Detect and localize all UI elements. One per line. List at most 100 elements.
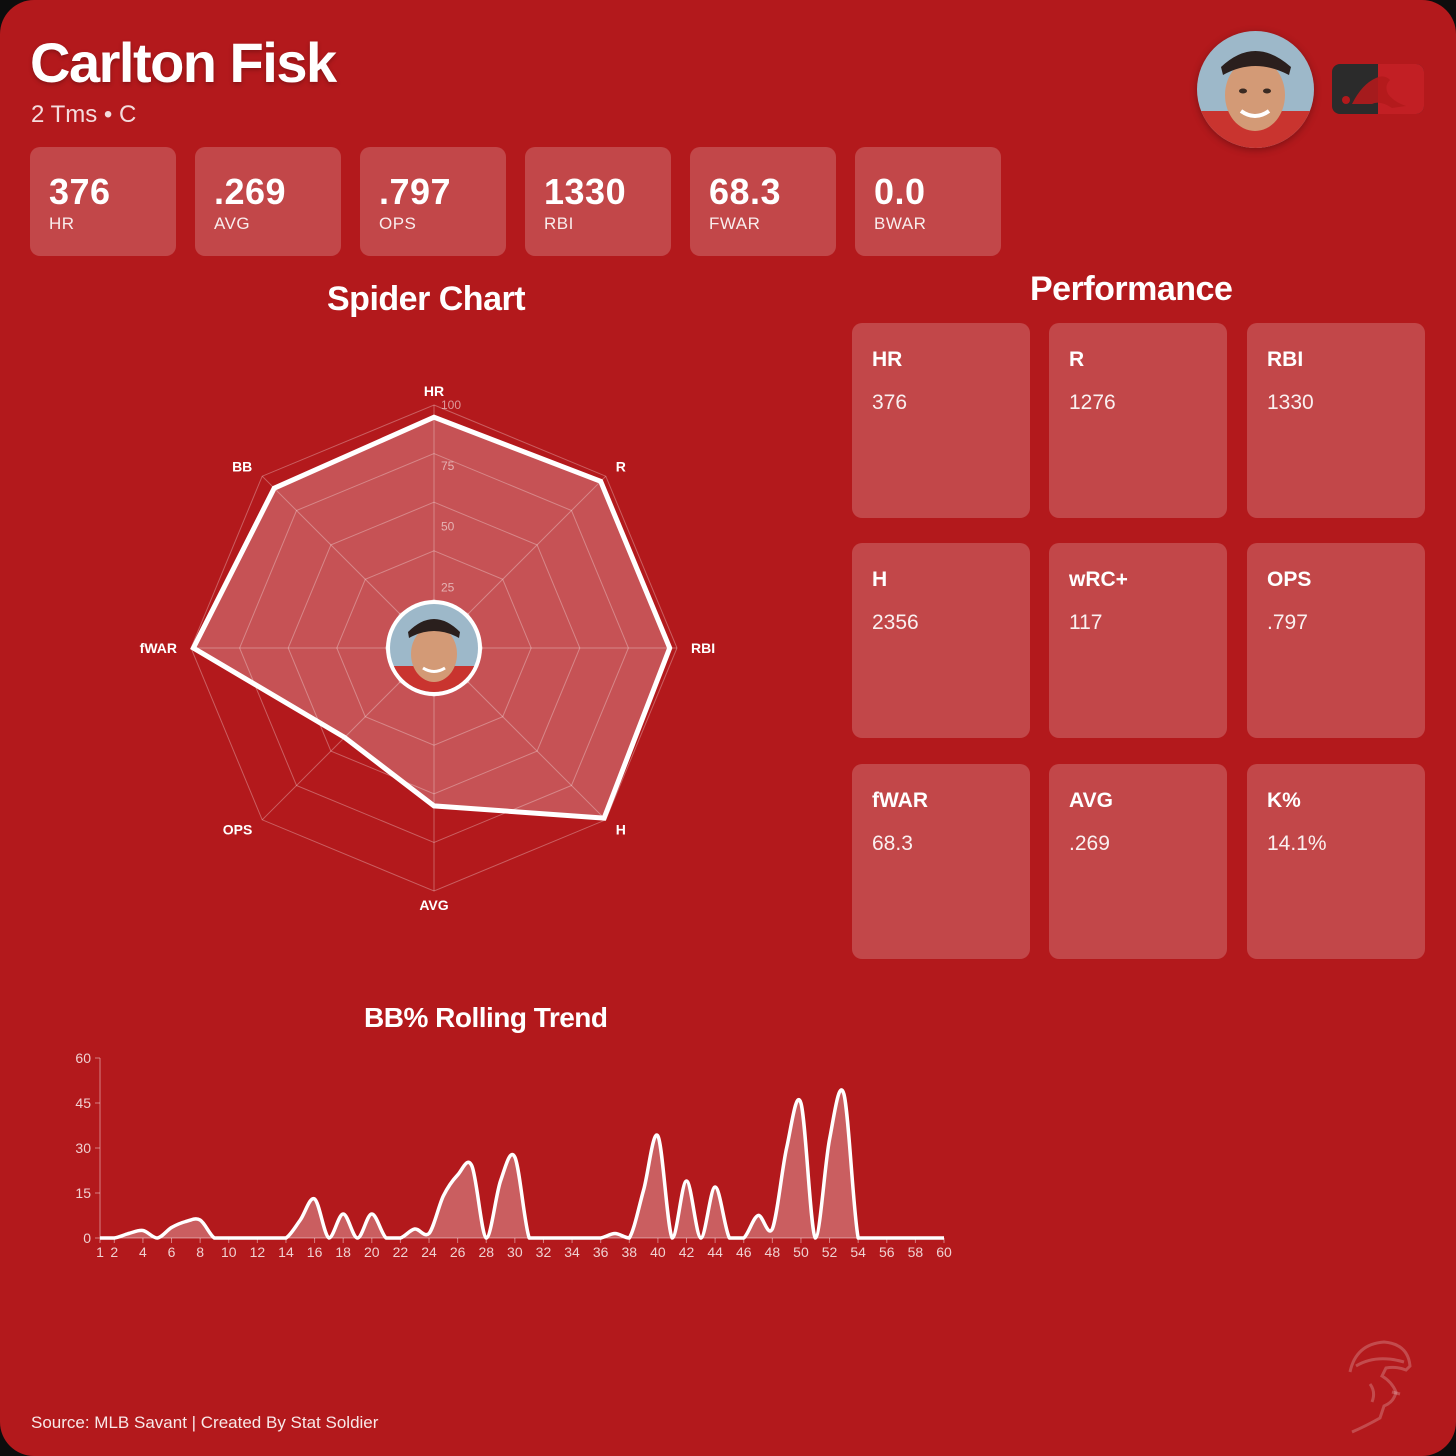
trend-x-tick-label: 14 [278, 1244, 294, 1260]
radar-axis-label: H [616, 822, 626, 838]
trend-y-tick-label: 30 [75, 1140, 91, 1156]
radar-tick-label: 100 [441, 398, 461, 412]
player-name: Carlton Fisk [30, 31, 337, 94]
perf-box-ops: OPS .797 [1247, 543, 1425, 738]
radar-tick-label: 25 [441, 580, 455, 594]
perf-label: OPS [1267, 568, 1312, 591]
trend-x-tick-label: 8 [196, 1244, 204, 1260]
radar-axis-label: fWAR [140, 640, 177, 656]
perf-box-avg: AVG .269 [1049, 764, 1227, 959]
stat-label: AVG [214, 214, 251, 233]
stat-box-rbi: 1330 RBI [525, 147, 671, 256]
trend-y-tick-label: 60 [75, 1050, 91, 1066]
trend-x-tick-label: 50 [793, 1244, 809, 1260]
radar-grid-ring [190, 404, 678, 892]
player-subtitle: 2 Tms • C [31, 101, 137, 128]
trend-x-tick-label: 46 [736, 1244, 752, 1260]
radar-grid-ring [239, 453, 629, 843]
radar-axis-label: HR [424, 383, 444, 399]
perf-value: .269 [1069, 832, 1110, 855]
stat-label: BWAR [874, 214, 927, 233]
perf-label: H [872, 568, 888, 591]
radar-tick-labels: 25 50 75 100 [441, 398, 461, 594]
perf-value: 1276 [1069, 391, 1116, 414]
stat-box-avg: .269 AVG [195, 147, 341, 256]
stat-label: HR [49, 214, 75, 233]
trend-x-tick-label: 54 [850, 1244, 866, 1260]
trend-x-tick-label: 40 [650, 1244, 666, 1260]
perf-value: 2356 [872, 611, 919, 634]
radar-axis-label: AVG [419, 897, 448, 913]
perf-box-wrc: wRC+ 117 [1049, 543, 1227, 738]
perf-label: R [1069, 348, 1085, 371]
trend-x-tick-label: 22 [393, 1244, 409, 1260]
perf-label: HR [872, 348, 903, 371]
trend-x-tick-label: 26 [450, 1244, 466, 1260]
trend-chart-title: BB% Rolling Trend [364, 1002, 608, 1033]
perf-box-fwar: fWAR 68.3 [852, 764, 1030, 959]
trend-x-tick-label: 34 [564, 1244, 580, 1260]
perf-box-rbi: RBI 1330 [1247, 323, 1425, 518]
trend-x-tick-label: 4 [139, 1244, 147, 1260]
trend-line [99, 1088, 944, 1240]
perf-box-k: K% 14.1% [1247, 764, 1425, 959]
perf-label: AVG [1069, 789, 1113, 812]
radar-grid-ring [287, 501, 581, 795]
stat-label: OPS [379, 214, 417, 233]
stat-value: 376 [49, 171, 111, 212]
perf-label: RBI [1267, 348, 1304, 371]
perf-label: K% [1267, 789, 1301, 812]
trend-x-tick-label: 58 [908, 1244, 924, 1260]
trend-x-tick-label: 44 [707, 1244, 723, 1260]
radar-grid-ring [336, 550, 532, 746]
avatar-photo-icon [1197, 31, 1314, 148]
trend-x-tick-label: 30 [507, 1244, 523, 1260]
trend-x-tick-label: 48 [765, 1244, 781, 1260]
stat-label: FWAR [709, 214, 761, 233]
trend-x-tick-label: 60 [936, 1244, 952, 1260]
player-avatar [1197, 31, 1314, 148]
trend-x-tick-label: 12 [250, 1244, 266, 1260]
radar-axis-label: RBI [691, 640, 715, 656]
trend-x-tick-label: 2 [110, 1244, 118, 1260]
trend-area [100, 1089, 944, 1238]
footer-source: Source: MLB Savant | Created By Stat Sol… [31, 1413, 379, 1432]
trend-x-tick-label: 52 [822, 1244, 838, 1260]
stat-value: .269 [214, 171, 287, 212]
radar-axis-label: OPS [223, 822, 253, 838]
perf-value: 376 [872, 391, 908, 414]
trend-x-tick-label: 20 [364, 1244, 380, 1260]
perf-value: 14.1% [1267, 832, 1327, 855]
stat-value: 0.0 [874, 171, 926, 212]
radar-center-avatar [386, 600, 482, 696]
perf-value: 1330 [1267, 391, 1314, 414]
performance-title: Performance [1030, 270, 1233, 308]
stat-box-hr: 376 HR [30, 147, 176, 256]
perf-box-r: R 1276 [1049, 323, 1227, 518]
trend-x-tick-label: 24 [421, 1244, 437, 1260]
stat-soldier-logo-icon [1348, 1340, 1412, 1434]
trend-x-tick-label: 6 [168, 1244, 176, 1260]
radar-tick-label: 75 [441, 459, 455, 473]
stat-value: .797 [379, 171, 452, 212]
trend-x-tick-label: 32 [536, 1244, 552, 1260]
perf-value: 117 [1069, 611, 1103, 634]
stat-box-bwar: 0.0 BWAR [855, 147, 1001, 256]
stat-box-fwar: 68.3 FWAR [690, 147, 836, 256]
stat-label: RBI [544, 214, 574, 233]
trend-x-tick-label: 16 [307, 1244, 323, 1260]
trend-y-tick-label: 0 [83, 1230, 91, 1246]
stat-value: 1330 [544, 171, 627, 212]
trend-x-tick-label: 36 [593, 1244, 609, 1260]
mlb-logo-icon [1332, 64, 1424, 114]
perf-box-h: H 2356 [852, 543, 1030, 738]
trend-x-tick-label: 28 [478, 1244, 494, 1260]
perf-label: fWAR [872, 789, 928, 812]
trend-y-tick-label: 15 [75, 1185, 91, 1201]
radar-tick-label: 50 [441, 520, 455, 534]
spider-chart: 25 50 75 100 HR R RBI H AVG OPS fWAR BB [140, 383, 715, 913]
trend-x-tick-label: 18 [335, 1244, 351, 1260]
